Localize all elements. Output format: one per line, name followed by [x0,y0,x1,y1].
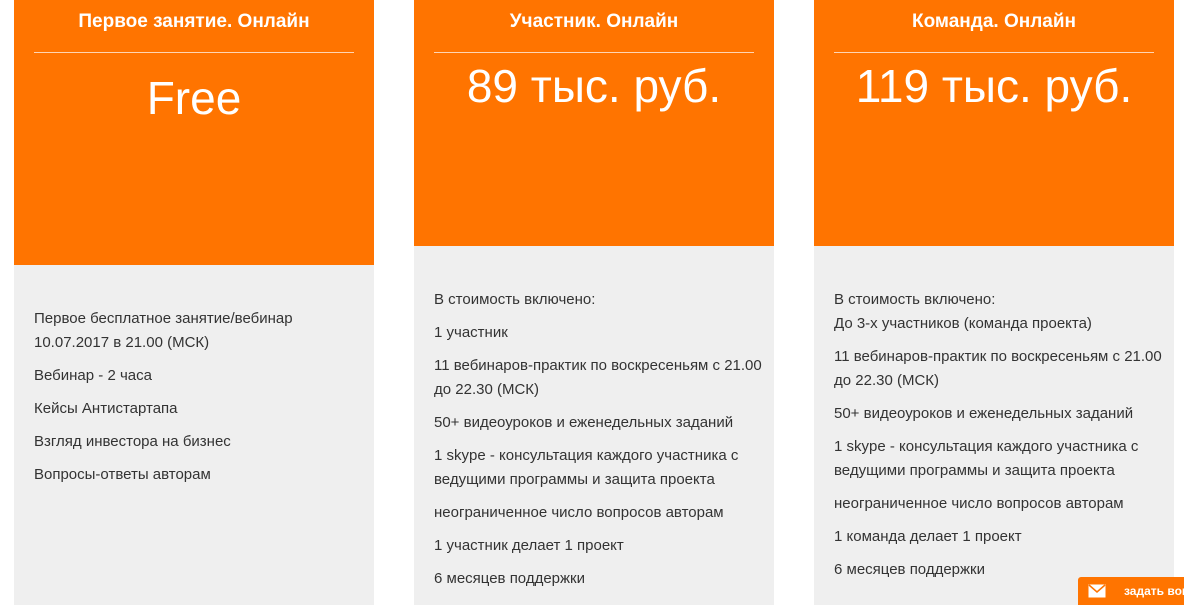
feature: 50+ видеоуроков и еженедельных заданий [834,405,1134,422]
feature: 11 вебинаров-практик по воскресеньям с 2… [434,357,762,398]
plan-features: В стоимость включено: 1 участник 11 вебина… [414,246,774,591]
feature: 1 участник [434,324,508,341]
plan-card: Первое занятие. Онлайн Free Первое бесплат… [14,0,374,605]
plan-header: Участник. Онлайн 89 тыс. руб. [414,0,774,246]
ask-question-button[interactable]: задать вопрос [1078,577,1184,605]
feature: 1 skype - консультация каждого участника… [434,447,739,488]
feature: неограниченное число вопросов авторам [834,495,1124,512]
feature: 1 команда делает 1 проект [834,528,1022,545]
feature: 11 вебинаров-практик по воскресеньям с 2… [834,348,1162,389]
feature: В стоимость включено: [434,291,596,308]
plan-features: В стоимость включено: До 3-х участников … [814,246,1174,582]
plan-header: Команда. Онлайн 119 тыс. руб. [814,0,1174,246]
plan-title: Первое занятие. Онлайн [78,11,310,32]
plan-title: Участник. Онлайн [509,11,679,32]
feature: 50+ видеоуроков и еженедельных заданий [434,414,734,431]
plan-features: Первое бесплатное занятие/вебинар 10.07.… [14,265,374,487]
feature: неограниченное число вопросов авторам [434,504,724,521]
plan-price: Free [146,72,242,124]
feature: Кейсы Антистартапа [34,400,178,417]
feature: В стоимость включено: До 3-х участников … [834,291,1092,332]
mail-icon [1088,584,1106,598]
plan-card: Команда. Онлайн 119 тыс. руб. В стоимость … [814,0,1174,605]
plan-card: Участник. Онлайн 89 тыс. руб. В стоимость … [414,0,774,605]
plan-price: 89 тыс. руб. [466,60,722,112]
plan-header: Первое занятие. Онлайн Free [14,0,374,265]
feature: 6 месяцев поддержки [434,570,585,587]
feature: 1 участник делает 1 проект [434,537,624,554]
divider [834,52,1154,53]
plan-title: Команда. Онлайн [911,11,1077,32]
feature: 6 месяцев поддержки [834,561,985,578]
plan-price: 119 тыс. руб. [855,60,1133,112]
divider [34,52,354,53]
feature: Вопросы-ответы авторам [34,466,211,483]
feature: 1 skype - консультация каждого участника… [834,438,1139,479]
feature: Взгляд инвестора на бизнес [34,433,231,450]
feature: Вебинар - 2 часа [34,367,152,384]
feature: Первое бесплатное занятие/вебинар 10.07.… [34,310,293,351]
ask-question-label: задать вопрос [1124,584,1184,598]
divider [434,52,754,53]
